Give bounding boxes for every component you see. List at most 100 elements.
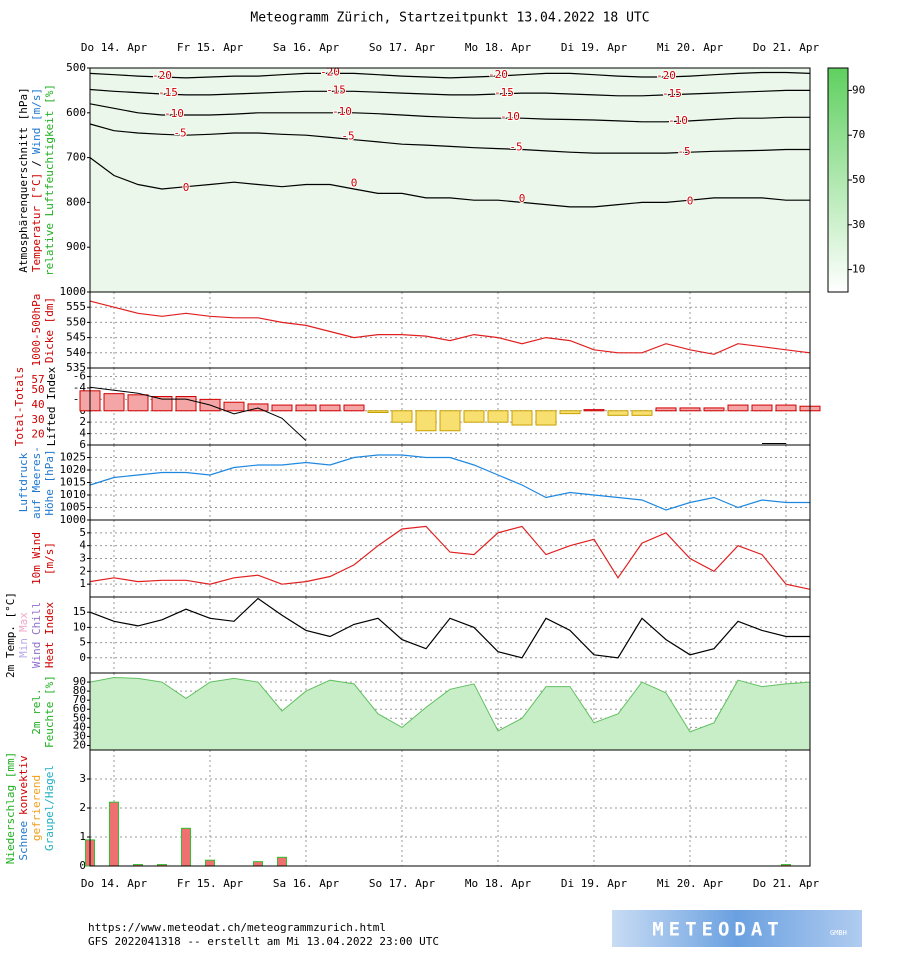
bar (277, 856, 287, 867)
bar (703, 407, 725, 412)
series-line (89, 386, 786, 444)
y-tick-label: 90 (73, 675, 86, 688)
y-axis-label-part: 10m Wind (30, 532, 43, 585)
series-line (89, 597, 810, 659)
y-tick-label: 3 (79, 552, 86, 565)
chart-title: Meteogramm Zürich, Startzeitpunkt 13.04.… (250, 11, 649, 26)
y-tick-label: 1 (79, 577, 86, 590)
day-label-top: Di 19. Apr (561, 41, 628, 54)
bar (391, 410, 413, 423)
isotherm-label: -5 (173, 126, 186, 139)
day-label-top: Do 14. Apr (81, 41, 148, 54)
y-tick-label: 1015 (60, 476, 87, 489)
bar (343, 404, 365, 412)
day-label-bottom: Di 19. Apr (561, 877, 628, 890)
y-axis-label: Min Max (17, 612, 30, 658)
colorbar (827, 67, 849, 293)
isotherm-label: 0 (687, 194, 694, 207)
day-label-bottom: Mo 18. Apr (465, 877, 532, 890)
y-tick-label: 5 (79, 636, 86, 649)
y-axis-label: Graupel/Hagel (43, 765, 56, 851)
isotherm-label: -10 (332, 105, 352, 118)
isotherm-label: -15 (326, 83, 346, 96)
y-tick-label: 500 (66, 61, 86, 74)
y-tick-label: 1000 (60, 513, 87, 526)
y-axis-label: 1000-500hPa (30, 294, 43, 367)
y-tick-label: 80 (73, 684, 86, 697)
y-axis-label: Höhe [hPa] (43, 449, 56, 515)
y-axis-label-part: Atmosphärenquerschnitt [hPa] (17, 87, 30, 272)
y-axis-label-part: Wind Chill (30, 602, 43, 668)
day-label-bottom: Do 21. Apr (753, 877, 820, 890)
day-label-bottom: Mi 20. Apr (657, 877, 724, 890)
y-axis-label-part: [m/s] (43, 542, 56, 575)
y-axis-label-part: Dicke [dm] (43, 297, 56, 363)
bar (583, 409, 605, 412)
y-tick-label: 800 (66, 195, 86, 208)
colorbar-tick-label: 30 (852, 218, 865, 231)
y-axis-label: Wind Chill (30, 602, 43, 668)
bar (319, 404, 341, 412)
y-tick-label: 550 (66, 315, 86, 328)
y-axis-label: Total-Totals (13, 367, 26, 446)
y-axis-label-part: Max (17, 612, 30, 632)
y-axis-label-part: gefrierend (30, 775, 43, 841)
y-axis-label: auf Meeres- (30, 446, 43, 519)
y-axis-label: gefrierend (30, 775, 43, 841)
y-tick-label: 15 (73, 605, 86, 618)
y-tick-label: 1005 (60, 501, 87, 514)
y-tick-label: 1020 (60, 463, 87, 476)
day-label-bottom: Sa 16. Apr (273, 877, 340, 890)
y-tick-label: 700 (66, 151, 86, 164)
isotherm-label: -10 (500, 110, 520, 123)
y-axis-label-part: relative Luftfeuchtigkeit [%] (43, 84, 56, 276)
y-axis-label: Atmosphärenquerschnitt [hPa] (17, 87, 30, 272)
day-label-bottom: So 17. Apr (369, 877, 436, 890)
day-label-top: Sa 16. Apr (273, 41, 340, 54)
y-tick-label: 10 (73, 620, 86, 633)
y-axis-label: Dicke [dm] (43, 297, 56, 363)
isotherm-label: -20 (488, 68, 508, 81)
y2-tick-label: 57 (31, 373, 44, 386)
y-tick-label: 50 (73, 711, 86, 724)
isotherm-label: 0 (183, 181, 190, 194)
bar (181, 827, 191, 867)
logo-text: METEODAT (652, 919, 784, 941)
y-axis-label-part: Schnee (17, 821, 30, 861)
day-label-bottom: Do 14. Apr (81, 877, 148, 890)
y-tick-label: 1010 (60, 488, 87, 501)
y-tick-label: 900 (66, 240, 86, 253)
day-label-top: Do 21. Apr (753, 41, 820, 54)
y-axis-label: 2m Temp. [°C] (4, 592, 17, 678)
y-axis-label: Niederschlag [mm] (4, 752, 17, 865)
logo (612, 910, 862, 947)
isotherm-label: -15 (662, 87, 682, 100)
y-axis-label: Lifted Index (45, 366, 58, 446)
y-axis-label-part: Temperatur [°C] (30, 173, 43, 272)
isotherm-label: -10 (668, 114, 688, 127)
isotherm-label: -15 (494, 86, 514, 99)
bar (439, 410, 461, 432)
bar (103, 393, 125, 412)
isotherm-label: -20 (152, 69, 172, 82)
y-axis-label-part: Min (17, 638, 30, 658)
bar (607, 410, 629, 416)
bar (367, 410, 389, 413)
series-line (89, 300, 811, 355)
series-line (89, 676, 811, 733)
y-axis-label: Temperatur [°C] / Wind [m/s] (30, 88, 43, 272)
bar (127, 394, 149, 412)
y-tick-label: 4 (79, 427, 86, 440)
y-axis-label: Heat Index (43, 602, 56, 669)
y-tick-label: 5 (79, 526, 86, 539)
isotherm-label: 0 (351, 176, 358, 189)
y-tick-label: 1 (79, 830, 86, 843)
isotherm-label: -20 (320, 65, 340, 78)
y-axis-label-part: Luftdruck (17, 452, 30, 512)
bar (151, 396, 173, 412)
bar (253, 861, 263, 867)
day-label-top: So 17. Apr (369, 41, 436, 54)
day-label-bottom: Fr 15. Apr (177, 877, 244, 890)
y-tick-label: 6 (79, 438, 86, 451)
